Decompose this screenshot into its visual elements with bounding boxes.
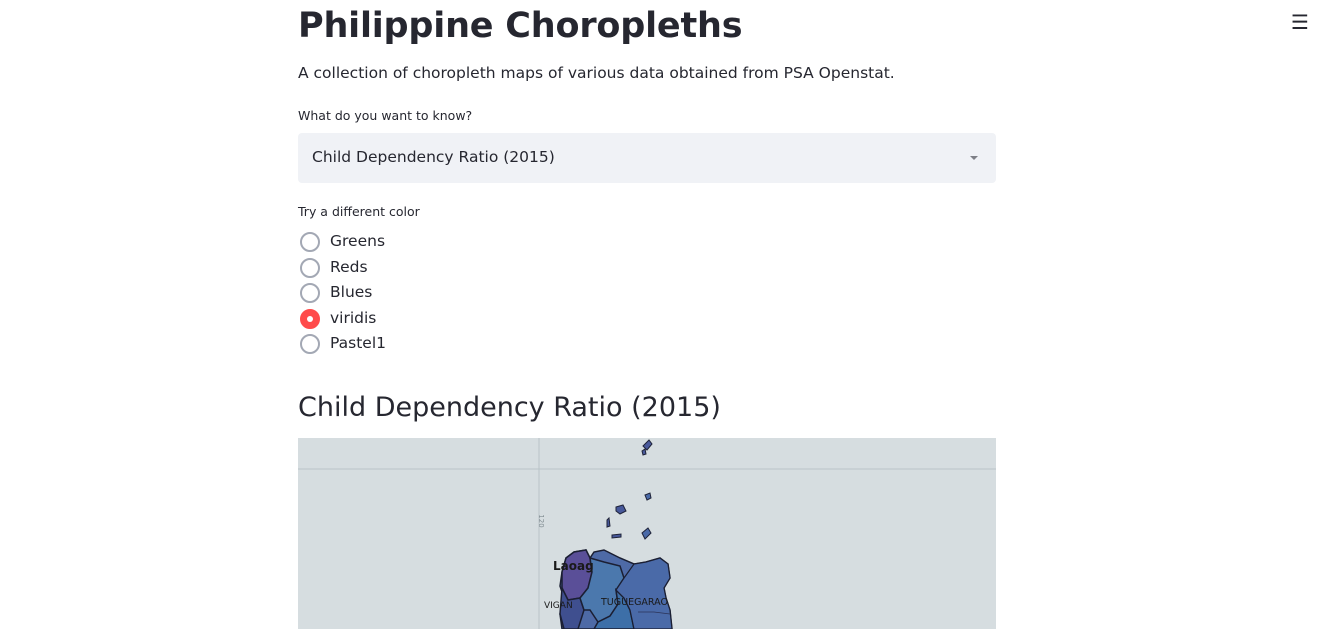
select-value: Child Dependency Ratio (2015) xyxy=(312,148,555,166)
radio-option-label: Blues xyxy=(330,283,373,301)
radio-button-icon xyxy=(300,232,320,252)
radio-button-selected-icon xyxy=(300,309,320,329)
city-label-vigan: VIGAN xyxy=(544,601,573,611)
island-shape xyxy=(641,439,653,456)
radio-dot-icon xyxy=(307,316,313,322)
radio-option-label: Greens xyxy=(330,232,386,250)
radio-option-greens[interactable]: Greens xyxy=(298,229,498,253)
caret-down-icon xyxy=(970,156,978,160)
island-shape xyxy=(611,533,622,539)
city-label-laoag: Laoag xyxy=(553,559,594,573)
choropleth-map[interactable]: 120 Laoag VIGAN TUGUEGARAO xyxy=(298,438,996,629)
radio-button-icon xyxy=(300,334,320,354)
island-shape xyxy=(615,504,627,515)
road-line xyxy=(638,611,671,615)
radio-option-label: Pastel1 xyxy=(330,334,387,352)
island-shape xyxy=(644,492,652,501)
radio-option-viridis[interactable]: viridis xyxy=(298,306,498,330)
page-subtitle: A collection of choropleth maps of vario… xyxy=(298,64,895,82)
select-label: What do you want to know? xyxy=(298,108,473,123)
map-title: Child Dependency Ratio (2015) xyxy=(298,392,721,423)
radio-option-label: viridis xyxy=(330,309,377,327)
graticule-label: 120 xyxy=(537,514,545,527)
island-shape xyxy=(606,516,611,528)
province-ilocos-sur[interactable] xyxy=(559,585,585,629)
radio-option-pastel1[interactable]: Pastel1 xyxy=(298,331,498,355)
map-canvas: 120 Laoag VIGAN TUGUEGARAO xyxy=(298,438,996,629)
color-radio-label: Try a different color xyxy=(298,204,420,219)
province-cagayan-east[interactable] xyxy=(615,557,673,629)
island-shape xyxy=(641,527,652,540)
radio-button-icon xyxy=(300,258,320,278)
radio-button-icon xyxy=(300,283,320,303)
hamburger-menu-icon[interactable]: ☰ xyxy=(1291,10,1309,34)
city-label-tuguegarao: TUGUEGARAO xyxy=(600,597,668,608)
radio-option-label: Reds xyxy=(330,258,368,276)
radio-option-reds[interactable]: Reds xyxy=(298,255,498,279)
radio-option-blues[interactable]: Blues xyxy=(298,280,498,304)
dataset-select[interactable]: Child Dependency Ratio (2015) xyxy=(298,133,996,183)
page-title: Philippine Choropleths xyxy=(298,6,743,46)
